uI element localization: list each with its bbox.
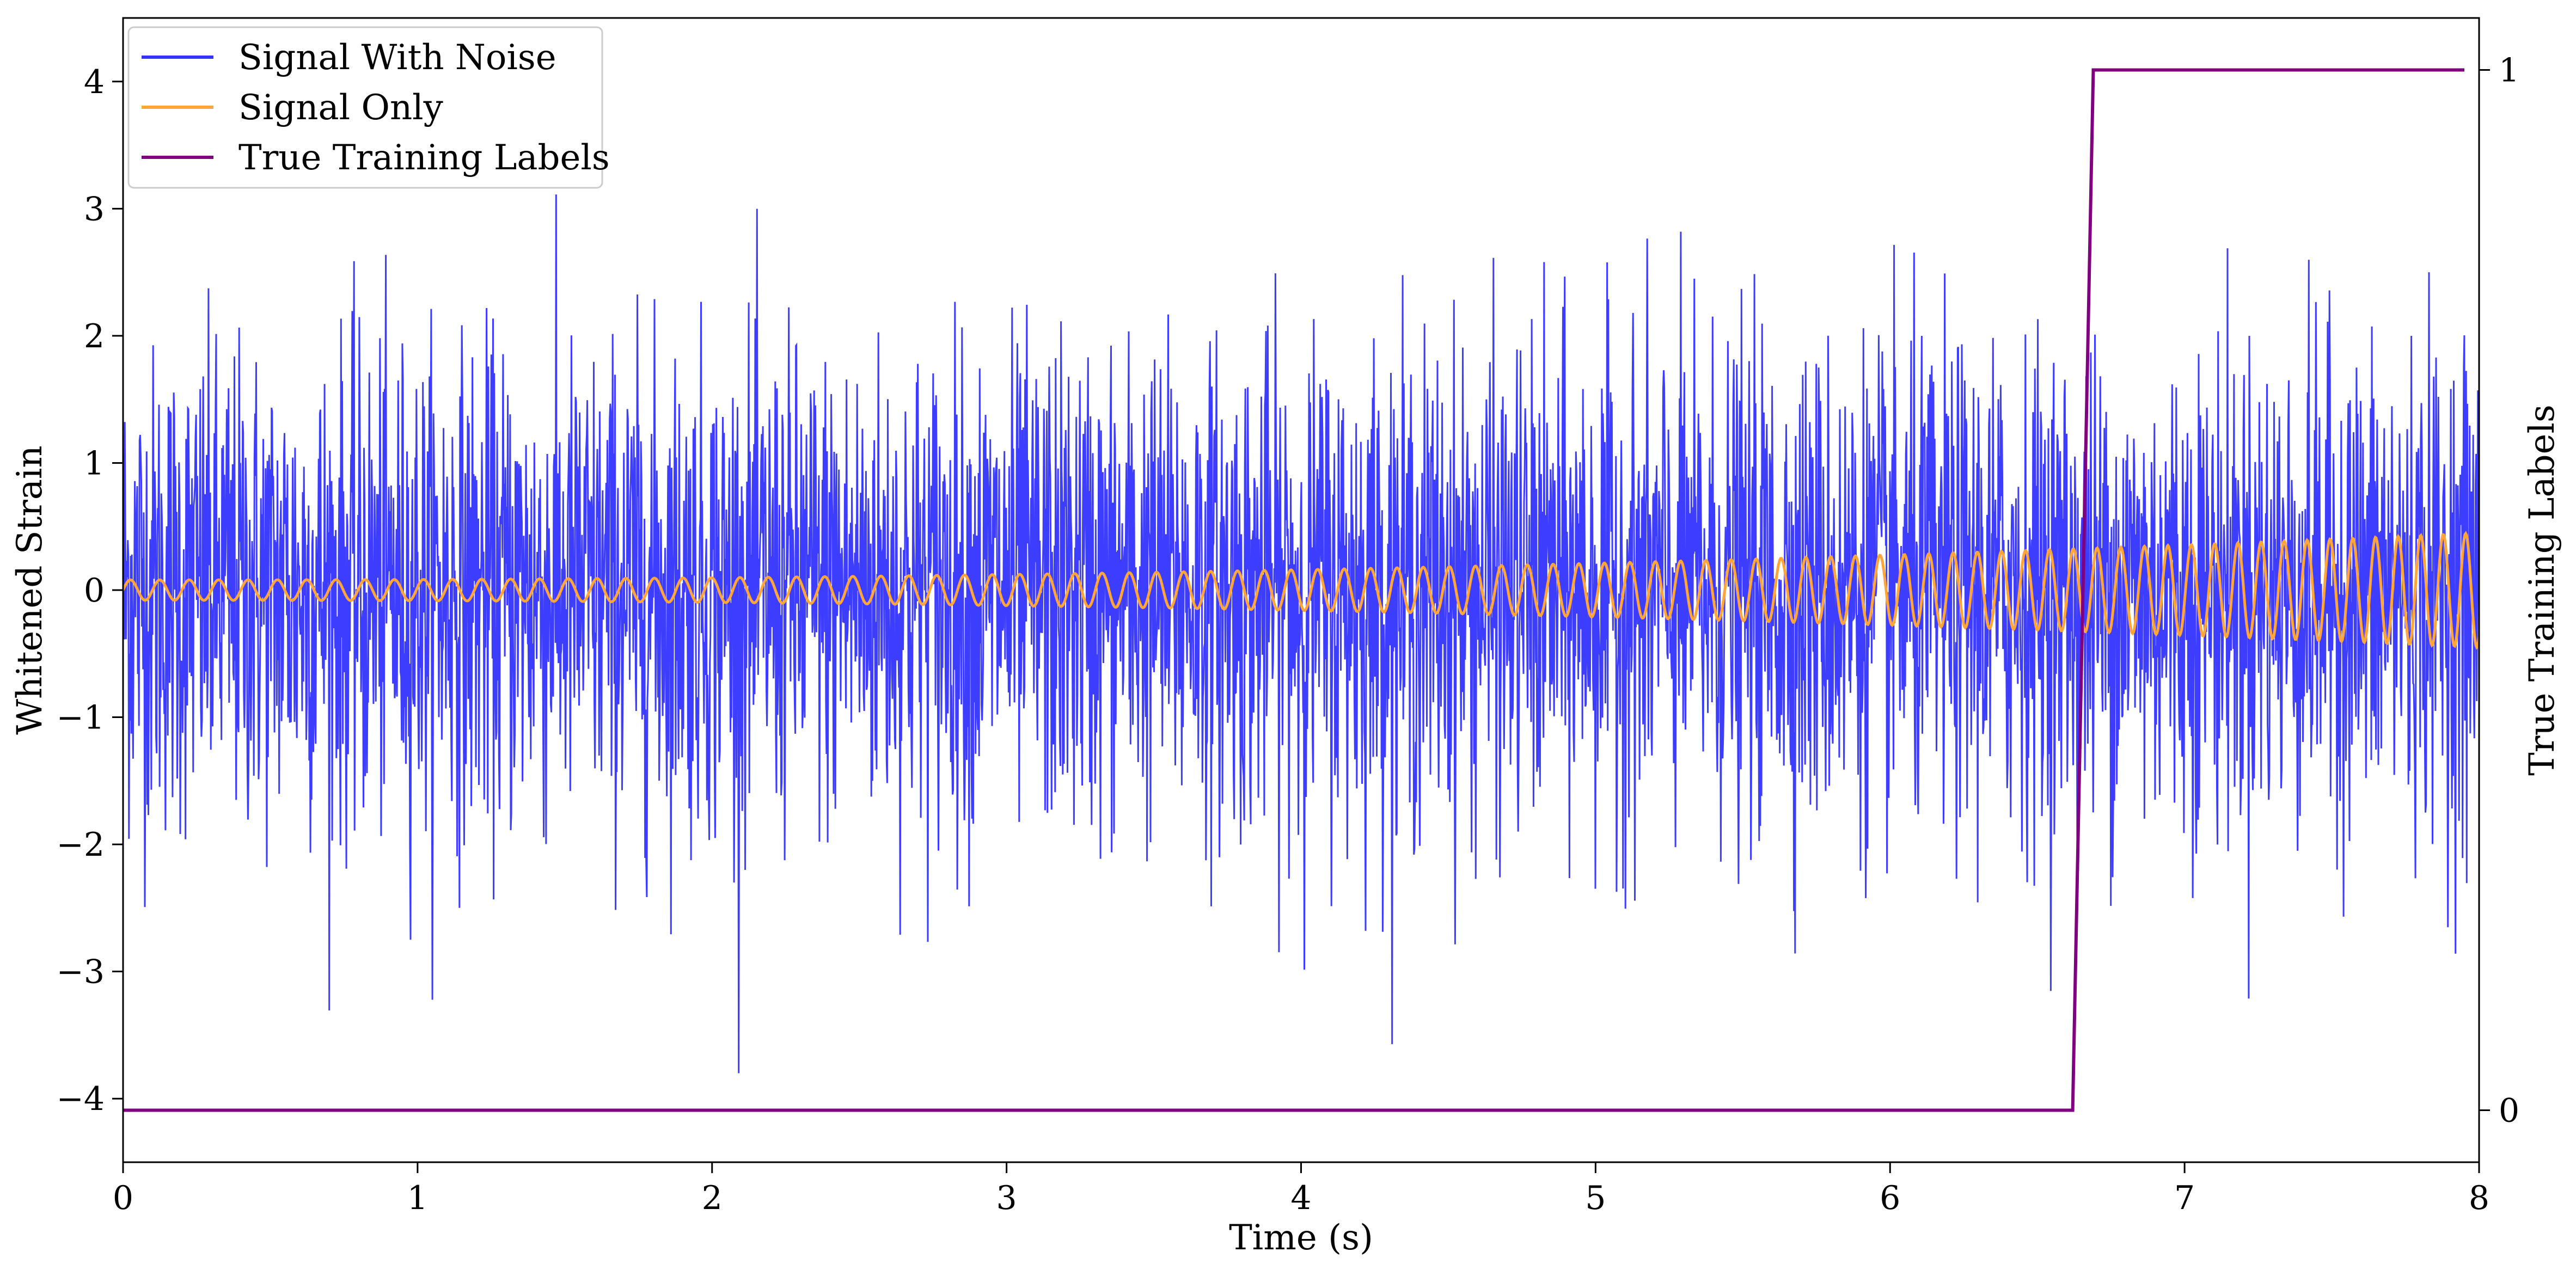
x-tick-label: 4 — [1290, 1179, 1311, 1217]
plot-content — [123, 68, 2479, 1112]
y-axis-label: Whitened Strain — [10, 445, 50, 734]
x-tick-label: 7 — [2174, 1179, 2195, 1217]
x-tick-label: 0 — [113, 1179, 133, 1217]
y2-tick-label: 1 — [2499, 52, 2519, 90]
legend-label: True Training Labels — [238, 138, 610, 178]
y-tick-label: 1 — [84, 444, 105, 482]
x-axis-label: Time (s) — [1229, 1218, 1373, 1258]
y2-axis-ticks: 01 — [2479, 52, 2519, 1130]
x-tick-label: 6 — [1880, 1179, 1900, 1217]
legend-label: Signal Only — [238, 88, 443, 128]
y-tick-label: −2 — [57, 826, 105, 864]
x-tick-label: 3 — [996, 1179, 1017, 1217]
y-tick-label: 0 — [84, 572, 105, 610]
legend-box — [127, 26, 603, 189]
x-tick-label: 1 — [407, 1179, 428, 1217]
y2-axis-label: True Training Labels — [2522, 404, 2562, 776]
series-true-training-labels — [123, 68, 2464, 1112]
y-tick-label: 4 — [84, 63, 105, 101]
y-axis-ticks: −4 −3 −2 −1 0 1 2 3 4 — [57, 63, 123, 1118]
y-tick-label: 2 — [84, 317, 105, 355]
y-tick-label: −1 — [57, 699, 105, 737]
y-tick-label: −3 — [57, 953, 105, 991]
x-tick-label: 2 — [702, 1179, 723, 1217]
y2-tick-label: 0 — [2499, 1091, 2519, 1130]
series-signal-only — [123, 531, 2479, 650]
x-axis-ticks: 0 1 2 3 4 5 6 7 8 — [113, 1162, 2489, 1217]
y-tick-label: 3 — [84, 190, 105, 228]
legend-label: Signal With Noise — [238, 38, 556, 78]
legend: Signal With Noise Signal Only True Trainin… — [127, 26, 610, 189]
x-tick-label: 5 — [1585, 1179, 1606, 1217]
x-tick-label: 8 — [2469, 1179, 2489, 1217]
y-tick-label: −4 — [57, 1080, 105, 1118]
plot-area — [123, 68, 2479, 1112]
